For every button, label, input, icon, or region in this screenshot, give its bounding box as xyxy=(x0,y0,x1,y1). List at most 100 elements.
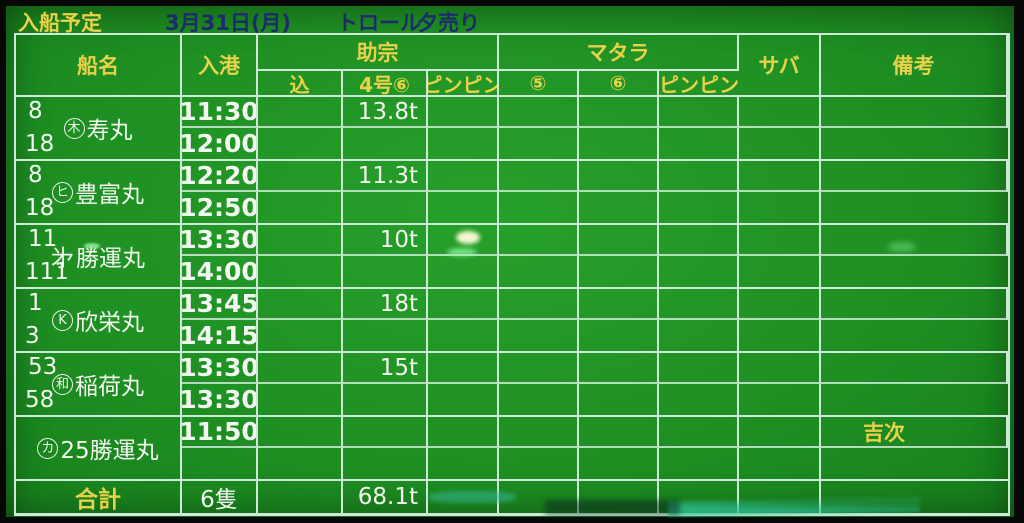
table-row: 53 58 和稲荷丸 13:30 13:30 15t xyxy=(16,353,1008,417)
sukeso-4go-cell xyxy=(343,256,428,287)
madara-pinpin-cell xyxy=(659,161,739,192)
sukeso-4go-cell xyxy=(343,448,428,479)
total-sukeso-pinpin xyxy=(428,481,499,513)
arrival-time-top: 13:45 xyxy=(182,289,258,320)
arrival-time-bottom: 12:00 xyxy=(182,128,258,159)
total-sukeso-komi xyxy=(258,481,343,513)
madara-5-cell xyxy=(499,128,579,159)
ship-rows-container: 8 18 木寿丸 11:30 12:00 13.8t 8 18 ヒ豊富丸 12:… xyxy=(16,97,1008,481)
madara-5-cell xyxy=(499,417,579,448)
arrival-time-bottom xyxy=(182,448,258,479)
madara-pinpin-cell xyxy=(659,417,739,448)
total-label: 合計 xyxy=(16,481,182,513)
sukeso-4go-cell xyxy=(343,320,428,351)
remarks-cell xyxy=(821,97,1008,128)
sukeso-pinpin-cell xyxy=(428,353,499,384)
sukeso-4go-tonnage xyxy=(343,417,428,448)
madara-5-cell xyxy=(499,161,579,192)
madara-5-cell xyxy=(499,353,579,384)
madara-pinpin-cell xyxy=(659,448,739,479)
arrival-time-top: 11:50 xyxy=(182,417,258,448)
ship-name-cell: 8 18 ヒ豊富丸 xyxy=(16,161,182,223)
remarks-cell xyxy=(821,448,1008,479)
saba-cell xyxy=(739,289,821,320)
sukeso-4go-tonnage: 10t xyxy=(343,225,428,256)
madara-5-cell xyxy=(499,192,579,223)
madara-5-cell xyxy=(499,97,579,128)
sukeso-4go-tonnage: 18t xyxy=(343,289,428,320)
sukeso-komi-cell xyxy=(258,225,343,256)
saba-cell xyxy=(739,128,821,159)
total-remarks xyxy=(821,481,1008,513)
saba-cell xyxy=(739,97,821,128)
sukeso-komi-cell xyxy=(258,289,343,320)
vessel-number-top: 1 xyxy=(28,290,43,316)
saba-cell xyxy=(739,256,821,287)
madara-6-cell xyxy=(579,161,659,192)
madara-5-cell xyxy=(499,289,579,320)
vessel-number-top: 8 xyxy=(28,162,43,188)
total-sukeso-4go: 68.1t xyxy=(343,481,428,513)
madara-6-cell xyxy=(579,256,659,287)
sukeso-4go-tonnage: 11.3t xyxy=(343,161,428,192)
remarks-cell xyxy=(821,320,1008,351)
ship-name: 和稲荷丸 xyxy=(52,367,144,401)
arrival-time-bottom: 13:30 xyxy=(182,384,258,415)
sukeso-pinpin-cell xyxy=(428,128,499,159)
ship-name-text: 寿丸 xyxy=(86,118,133,144)
company-mark: ヒ xyxy=(52,181,73,203)
sukeso-komi-cell xyxy=(258,353,343,384)
col-header-madara: マタラ xyxy=(499,35,739,69)
ship-name-text: 25勝運丸 xyxy=(60,438,159,464)
sukeso-komi-cell xyxy=(258,128,343,159)
sukeso-pinpin-cell xyxy=(428,97,499,128)
saba-cell xyxy=(739,192,821,223)
remarks-cell: 吉次 xyxy=(821,417,1008,448)
total-saba xyxy=(739,481,821,513)
title-date: 3月31日(月) xyxy=(165,11,292,35)
sukeso-pinpin-cell xyxy=(428,256,499,287)
arrival-time-top: 13:30 xyxy=(182,353,258,384)
ship-name-text: 稲荷丸 xyxy=(75,374,144,400)
madara-6-cell xyxy=(579,353,659,384)
table-row: 8 18 ヒ豊富丸 12:20 12:50 11.3t xyxy=(16,161,1008,225)
col-header-sukeso-komi: 込 xyxy=(258,69,343,95)
madara-6-cell xyxy=(579,289,659,320)
remarks-cell xyxy=(821,256,1008,287)
madara-pinpin-cell xyxy=(659,192,739,223)
sukeso-komi-cell xyxy=(258,448,343,479)
saba-cell xyxy=(739,417,821,448)
remarks-cell xyxy=(821,384,1008,415)
madara-5-cell xyxy=(499,448,579,479)
sukeso-komi-cell xyxy=(258,417,343,448)
col-header-ship-name: 船名 xyxy=(16,35,182,95)
ship-name-cell: 1 3 K 欣栄丸 xyxy=(16,289,182,351)
arrival-schedule-table: 船名 入港 助宗 マタラ サバ 備考 込 4号⑥ ピンピン ⑤ ⑥ ピンピン 8… xyxy=(14,33,1010,516)
ship-name: K 欣栄丸 xyxy=(52,303,144,337)
ship-name: 木寿丸 xyxy=(63,111,133,145)
saba-cell xyxy=(739,225,821,256)
vessel-number-top: 8 xyxy=(28,98,43,124)
total-ship-count: 6隻 xyxy=(182,481,258,513)
madara-6-cell xyxy=(579,128,659,159)
total-row: 合計 6隻 68.1t xyxy=(16,481,1008,513)
table-row: カ 25勝運丸 11:50 吉次 xyxy=(16,417,1008,481)
sukeso-4go-cell xyxy=(343,128,428,159)
sukeso-komi-cell xyxy=(258,320,343,351)
sukeso-komi-cell xyxy=(258,97,343,128)
madara-pinpin-cell xyxy=(659,256,739,287)
company-mark: 㐧 xyxy=(51,246,74,272)
sukeso-pinpin-cell xyxy=(428,161,499,192)
remarks-cell xyxy=(821,289,1008,320)
remarks-cell xyxy=(821,192,1008,223)
title-category: トロール xyxy=(337,11,421,35)
madara-5-cell xyxy=(499,225,579,256)
sukeso-komi-cell xyxy=(258,256,343,287)
col-header-madara-pinpin: ピンピン xyxy=(659,69,739,95)
arrival-time-top: 13:30 xyxy=(182,225,258,256)
ship-name-cell: 53 58 和稲荷丸 xyxy=(16,353,182,415)
sukeso-pinpin-cell xyxy=(428,417,499,448)
saba-cell xyxy=(739,320,821,351)
sukeso-komi-cell xyxy=(258,384,343,415)
total-madara-pinpin xyxy=(659,481,739,513)
